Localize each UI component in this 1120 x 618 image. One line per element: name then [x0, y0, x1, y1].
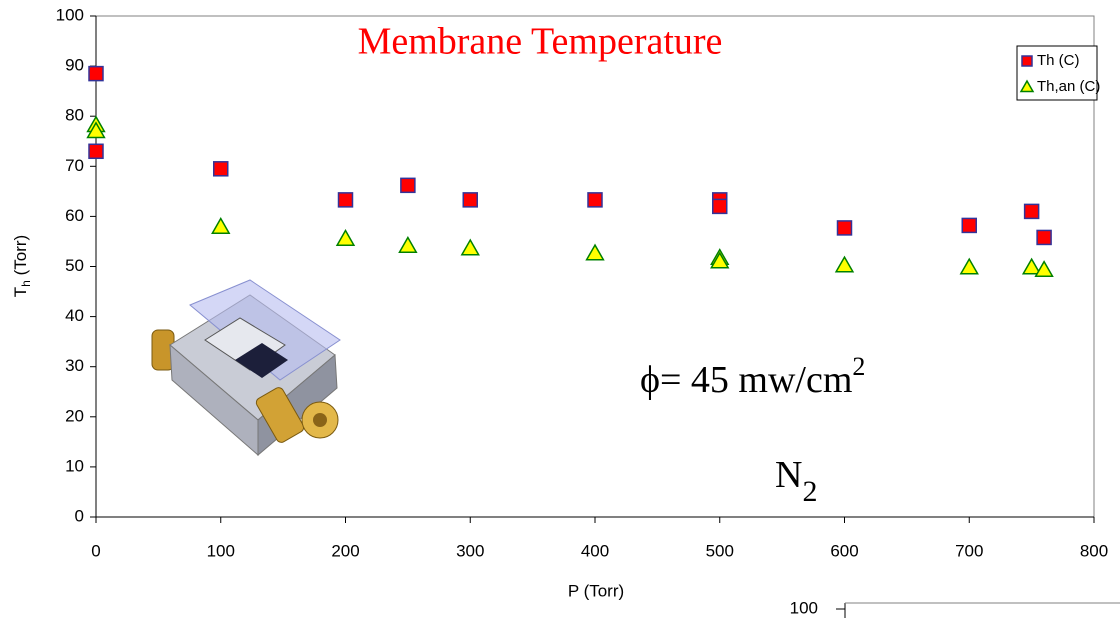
- y-axis-label: Th (Torr): [11, 235, 33, 297]
- y-tick-label: 0: [75, 506, 84, 525]
- y-tick-label: 70: [65, 156, 84, 175]
- marker-square: [713, 199, 727, 213]
- y-tick-label: 90: [65, 56, 84, 75]
- marker-square: [838, 221, 852, 235]
- y-tick-label: 60: [65, 206, 84, 225]
- y-tick-label: 40: [65, 306, 84, 325]
- chart-title: Membrane Temperature: [358, 21, 723, 63]
- marker-square: [1025, 204, 1039, 218]
- annotation-text: ϕ= 45 mw/cm: [640, 359, 852, 401]
- marker-square: [962, 218, 976, 232]
- marker-square: [339, 193, 353, 207]
- marker-square: [1022, 56, 1032, 66]
- x-tick-label: 400: [581, 541, 609, 560]
- y-tick-label: 50: [65, 256, 84, 275]
- background: [0, 0, 1120, 618]
- x-tick-label: 800: [1080, 541, 1108, 560]
- y-tick-label: 100: [56, 5, 84, 24]
- y-tick-label: 80: [65, 106, 84, 125]
- marker-square: [588, 193, 602, 207]
- chart: Membrane Temperature ϕ= 45 mw/cm2 N2 P (…: [0, 0, 1120, 618]
- marker-square: [1037, 230, 1051, 244]
- marker-square: [214, 162, 228, 176]
- annotation-superscript: 2: [852, 352, 865, 381]
- annotation-subscript: 2: [802, 475, 817, 508]
- x-tick-label: 0: [91, 541, 100, 560]
- legend-label: Th (C): [1037, 52, 1080, 69]
- y-axis-label-sub: h: [19, 280, 33, 287]
- x-tick-label: 200: [331, 541, 359, 560]
- y-tick-label: 30: [65, 356, 84, 375]
- x-tick-label: 600: [830, 541, 858, 560]
- y-axis-label-main: T: [11, 287, 30, 297]
- x-tick-label: 500: [706, 541, 734, 560]
- y-axis-label-rest: (Torr): [11, 235, 30, 280]
- x-axis-label: P (Torr): [568, 581, 624, 600]
- legend-label: Th,an (C): [1037, 78, 1100, 95]
- marker-square: [463, 193, 477, 207]
- cropped-y-tick-label: 100: [790, 598, 818, 617]
- x-tick-label: 700: [955, 541, 983, 560]
- marker-square: [89, 67, 103, 81]
- annotation: ϕ= 45 mw/cm2: [640, 352, 865, 401]
- annotation-text: N: [775, 454, 802, 496]
- marker-square: [401, 178, 415, 192]
- y-tick-label: 10: [65, 456, 84, 475]
- x-tick-label: 100: [207, 541, 235, 560]
- y-tick-label: 20: [65, 406, 84, 425]
- x-tick-label: 300: [456, 541, 484, 560]
- marker-square: [89, 144, 103, 158]
